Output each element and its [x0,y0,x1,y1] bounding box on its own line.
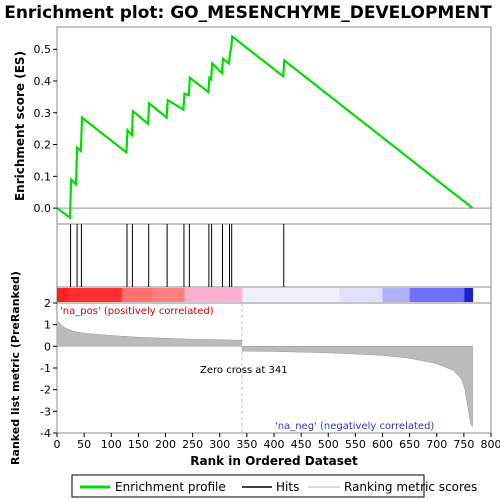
colorbar-segment-9 [382,288,411,302]
es-axis-label: Enrichment score (ES) [13,51,27,201]
es-panel-frame [56,26,492,225]
colorbar-segment-10 [409,288,465,302]
es-ytick-label-1: 0.1 [34,170,52,183]
metric-panel-frame [56,302,492,434]
colorbar-segment-6 [241,288,244,302]
metric-ytick-label-1: 1 [44,319,51,332]
rank-xtick-label-10: 500 [318,438,339,451]
metric-ytick-label-3: -1 [40,362,51,375]
colorbar-segment-11 [463,288,466,302]
rank-xtick-label-13: 650 [399,438,420,451]
rank-xtick-label-12: 600 [372,438,393,451]
pos-correlated-label: 'na_pos' (positively correlated) [60,306,214,317]
chart-title: Enrichment plot: GO_MESENCHYME_DEVELOPME… [4,3,492,23]
hits-panel-frame [56,223,492,288]
rank-xtick-label-2: 100 [101,438,122,451]
zero-cross-label: Zero cross at 341 [200,365,288,376]
legend-metric-label: Ranking metric scores [344,480,477,494]
rank-xtick-label-5: 250 [182,438,203,451]
colorbar-segment-1 [67,288,123,302]
colorbar-segment-0 [57,288,69,302]
metric-ytick-label-6: -4 [40,427,51,440]
colorbar-segment-7 [242,288,340,302]
hits-layer [70,224,285,287]
rank-axis-label: Rank in Ordered Dataset [190,454,358,468]
rank-xtick-label-8: 400 [264,438,285,451]
rank-xtick-label-3: 150 [128,438,149,451]
es-layer [56,34,491,220]
metric-layer [56,303,473,433]
colorbar-segment-5 [184,288,243,302]
es-ytick-label-2: 0.2 [34,139,52,152]
rank-xtick-label-15: 750 [453,438,474,451]
rank-xtick-label-4: 200 [155,438,176,451]
legend-box [71,474,425,498]
colorbar-segment-2 [121,288,123,302]
colorbar-segment-12 [464,288,474,302]
legend-hits-label: Hits [276,480,299,494]
ranking-metric-area [56,319,473,428]
metric-ytick-label-5: -3 [40,405,51,418]
rank-xtick-label-9: 450 [291,438,312,451]
rank-colorbar [57,288,474,302]
metric-ytick-label-2: 0 [44,340,51,353]
es-ytick-label-5: 0.5 [34,43,52,56]
enrichment-profile-line [56,34,474,220]
metric-ytick-label-4: -2 [40,384,51,397]
rank-xtick-label-7: 350 [236,438,257,451]
neg-correlated-label: 'na_neg' (negatively correlated) [275,421,434,432]
rank-xtick-label-11: 550 [345,438,366,451]
rank-xtick-label-6: 300 [209,438,230,451]
rank-xtick-label-14: 700 [426,438,447,451]
es-ytick-label-3: 0.3 [34,107,52,120]
metric-axis-label: Ranked list metric (PreRanked) [9,271,22,465]
legend-profile-label: Enrichment profile [115,480,226,494]
colorbar-segment-3 [122,288,153,302]
es-ytick-label-4: 0.4 [34,75,52,88]
rank-xtick-label-1: 50 [77,438,91,451]
colorbar-segment-4 [151,288,185,302]
es-ytick-label-0: 0.0 [34,202,52,215]
colorbar-segment-8 [339,288,383,302]
rank-xtick-label-0: 0 [54,438,61,451]
metric-ytick-label-0: 2 [44,297,51,310]
rank-xtick-label-16: 800 [481,438,500,451]
